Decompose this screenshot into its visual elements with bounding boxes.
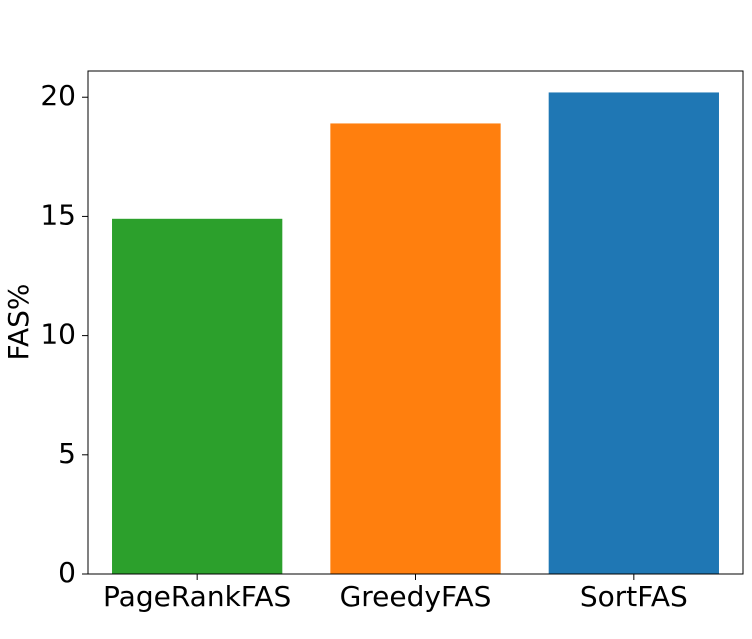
x-tick-label: GreedyFAS [340,580,492,613]
plot-frame [87,70,744,575]
x-tick-label: PageRankFAS [103,580,291,613]
y-tick-label: 0 [58,556,76,589]
bar [330,123,501,574]
bar [548,92,719,574]
x-tick-label: SortFAS [580,580,688,613]
y-tick-label: 20 [40,79,76,112]
y-axis-label: FAS% [2,283,35,360]
y-tick-label: 10 [40,318,76,351]
bar [112,218,283,574]
y-tick-label: 5 [58,437,76,470]
y-tick-label: 15 [40,198,76,231]
